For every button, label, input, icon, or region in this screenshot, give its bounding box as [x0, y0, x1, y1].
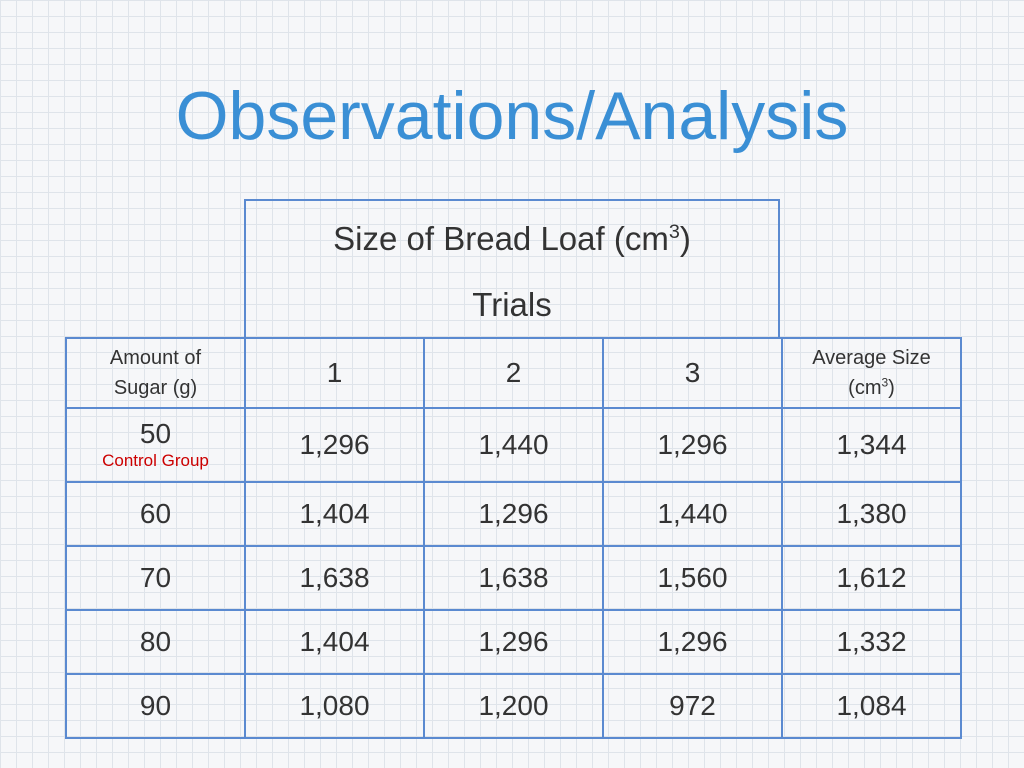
sugar-cell: 60 — [65, 481, 246, 547]
trials-heading: Trials — [472, 286, 552, 323]
header-cell-average: Average Size (cm3) — [781, 337, 962, 409]
measure-unit-superscript: 3 — [668, 221, 680, 243]
sugar-value: 50 — [139, 418, 172, 449]
trial-1-cell: 1,404 — [244, 481, 425, 547]
measure-heading: Size of Bread Loaf (cm3) — [246, 219, 778, 259]
measure-label: Size of Bread Loaf (cm — [333, 220, 669, 257]
slide-title: Observations/Analysis — [175, 78, 849, 154]
trial-2-cell: 1,440 — [423, 407, 604, 483]
trial-2-cell: 1,296 — [423, 481, 604, 547]
trial-2-cell: 1,200 — [423, 673, 604, 739]
sugar-cell: 50 Control Group — [65, 407, 246, 483]
trial-2-cell: 1,296 — [423, 609, 604, 675]
table-header-row: Amount of Sugar (g) 1 2 3 Average Size (… — [65, 337, 962, 409]
sugar-cell: 80 — [65, 609, 246, 675]
header-cell-trial-2: 2 — [423, 337, 604, 409]
trial-1-cell: 1,296 — [244, 407, 425, 483]
table-row: 70 1,638 1,638 1,560 1,612 — [65, 545, 962, 611]
average-cell: 1,380 — [781, 481, 962, 547]
table-row: 80 1,404 1,296 1,296 1,332 — [65, 609, 962, 675]
trial-3-cell: 1,560 — [602, 545, 783, 611]
header-cell-trial-1: 1 — [244, 337, 425, 409]
size-header-box: Size of Bread Loaf (cm3) Trials — [244, 199, 780, 337]
table-row: 50 Control Group 1,296 1,440 1,296 1,344 — [65, 407, 962, 483]
average-header-line1: Average Size — [812, 347, 931, 369]
sugar-cell: 90 — [65, 673, 246, 739]
trial-3-cell: 1,296 — [602, 407, 783, 483]
header-cell-sugar: Amount of Sugar (g) — [65, 337, 246, 409]
table-row: 60 1,404 1,296 1,440 1,380 — [65, 481, 962, 547]
trial-1-cell: 1,080 — [244, 673, 425, 739]
trial-2-cell: 1,638 — [423, 545, 604, 611]
bread-loaf-table: Amount of Sugar (g) 1 2 3 Average Size (… — [65, 337, 962, 739]
average-cell: 1,332 — [781, 609, 962, 675]
average-cell: 1,612 — [781, 545, 962, 611]
average-unit-superscript: 3 — [881, 375, 889, 390]
sugar-header-line2: Sugar (g) — [113, 377, 198, 399]
average-unit-prefix: (cm — [848, 377, 882, 399]
header-cell-trial-3: 3 — [602, 337, 783, 409]
average-cell: 1,344 — [781, 407, 962, 483]
trial-3-cell: 972 — [602, 673, 783, 739]
table-row: 90 1,080 1,200 972 1,084 — [65, 673, 962, 739]
average-cell: 1,084 — [781, 673, 962, 739]
sugar-header-line1: Amount of — [109, 347, 202, 369]
average-header-line2: (cm3) — [783, 373, 960, 403]
average-unit-close: ) — [888, 377, 895, 399]
control-group-label: Control Group — [102, 451, 209, 470]
trial-1-cell: 1,638 — [244, 545, 425, 611]
trial-3-cell: 1,296 — [602, 609, 783, 675]
trial-1-cell: 1,404 — [244, 609, 425, 675]
sugar-cell: 70 — [65, 545, 246, 611]
measure-close-paren: ) — [679, 220, 691, 257]
trial-3-cell: 1,440 — [602, 481, 783, 547]
